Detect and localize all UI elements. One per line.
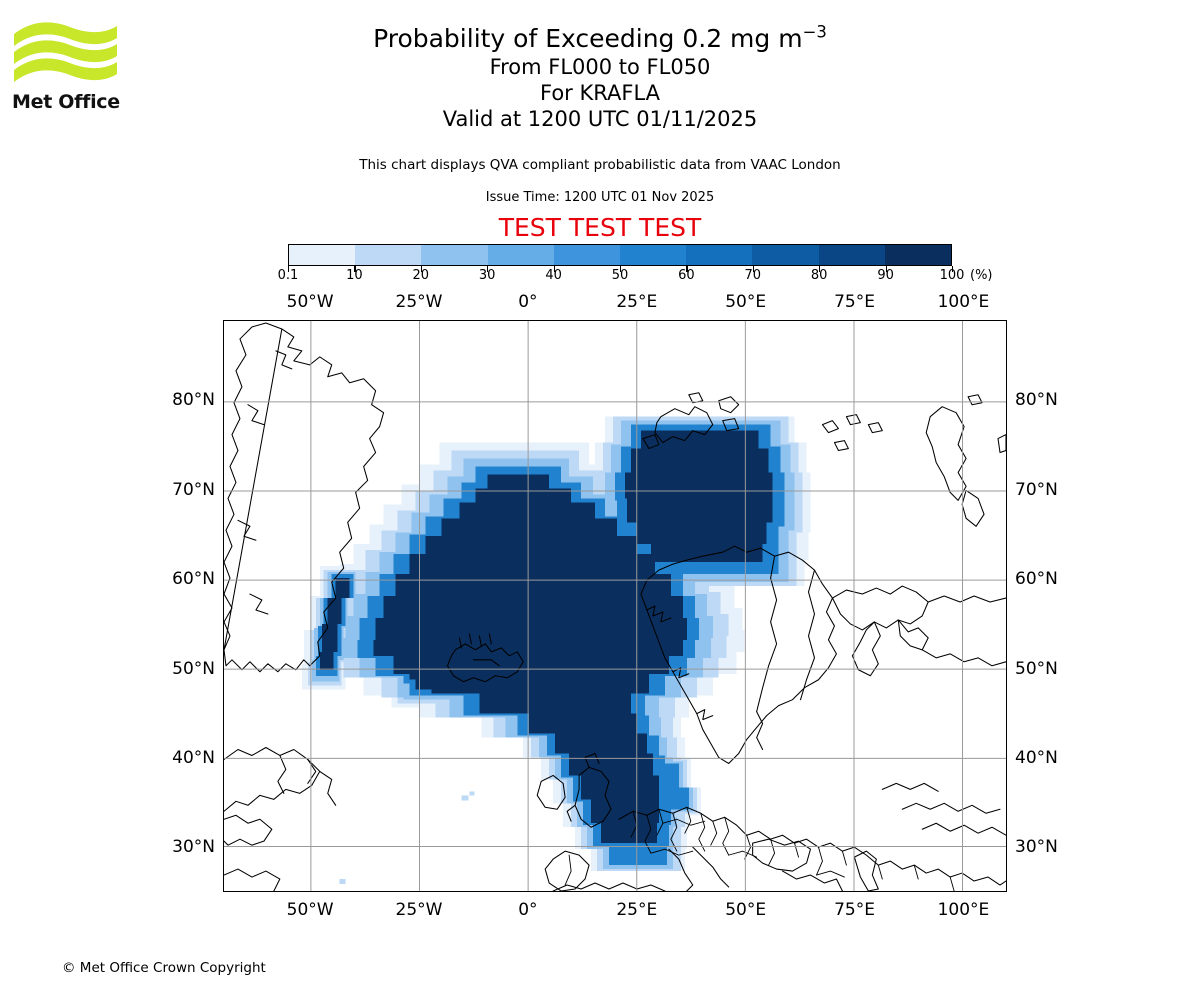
latitude-label-right: 30°N xyxy=(1015,837,1058,858)
colorbar-tick xyxy=(620,266,622,272)
colorbar-tick xyxy=(420,266,423,272)
volcano-name: For KRAFLA xyxy=(540,81,660,105)
longitude-label-bottom: 75°E xyxy=(834,900,875,920)
longitude-label-top: 75°E xyxy=(834,292,875,312)
colorbar-tick xyxy=(819,266,821,272)
test-banner: TEST TEST TEST xyxy=(498,213,702,242)
met-office-logo: Met Office xyxy=(12,18,122,118)
longitude-label-bottom: 25°E xyxy=(616,900,658,920)
colorbar-tick xyxy=(288,266,290,272)
longitude-label-top: 50°E xyxy=(725,292,767,312)
latitude-label-left: 40°N xyxy=(172,747,215,768)
longitude-label-top: 25°E xyxy=(616,292,658,312)
latitude-label-right: 40°N xyxy=(1015,747,1058,768)
colorbar-swatch-6 xyxy=(686,245,753,265)
longitude-label-bottom: 0° xyxy=(518,900,538,920)
colorbar-unit-label: (%) xyxy=(970,268,993,283)
met-office-wave-mark xyxy=(14,22,117,82)
longitude-label-bottom: 50°E xyxy=(725,900,767,920)
colorbar-swatch-2 xyxy=(421,245,488,265)
colorbar-swatch-7 xyxy=(752,245,819,265)
colorbar-tick-label: 70 xyxy=(744,268,762,283)
longitude-label-top: 0° xyxy=(518,292,538,312)
colorbar-tick-label: 30 xyxy=(478,268,496,283)
latitude-label-right: 50°N xyxy=(1015,658,1058,679)
colorbar-swatch-5 xyxy=(620,245,687,265)
latitude-label-right: 60°N xyxy=(1015,569,1058,590)
latitude-label-left: 50°N xyxy=(172,658,215,679)
chart-title-block: Probability of Exceeding 0.2 mg m−3 From… xyxy=(0,24,1200,132)
colorbar-ticks xyxy=(288,266,954,272)
colorbar-tick xyxy=(354,266,356,272)
colorbar-tick-label: 90 xyxy=(877,268,894,283)
page-title-exponent: −3 xyxy=(802,22,827,42)
colorbar-tick-labels: 0.1 10 20 30 40 50 60 70 80 90 100 xyxy=(0,268,1200,286)
page-title: Probability of Exceeding 0.2 mg m−3 xyxy=(0,24,1200,54)
colorbar-tick xyxy=(553,266,555,272)
map-plot-area[interactable] xyxy=(223,320,1007,892)
copyright-notice: © Met Office Crown Copyright xyxy=(62,960,266,976)
latitude-label-left: 60°N xyxy=(172,569,215,590)
colorbar-tick-label: 10 xyxy=(346,268,363,283)
page-title-text: Probability of Exceeding 0.2 mg m xyxy=(373,24,803,53)
colorbar-swatch-3 xyxy=(487,245,554,265)
met-office-wordmark: Met Office xyxy=(12,91,120,113)
coastline-overlay xyxy=(224,322,1006,891)
colorbar-swatches xyxy=(288,244,952,266)
probability-colorbar xyxy=(288,244,954,272)
valid-time: Valid at 1200 UTC 01/11/2025 xyxy=(442,107,758,131)
latitude-label-right: 80°N xyxy=(1015,390,1058,411)
longitude-label-top: 25°W xyxy=(395,292,443,312)
longitude-label-top: 100°E xyxy=(937,292,990,312)
latitude-label-left: 70°N xyxy=(172,479,215,500)
latitude-label-right: 70°N xyxy=(1015,479,1058,500)
latitude-label-left: 80°N xyxy=(172,390,215,411)
map-canvas xyxy=(224,321,1006,891)
ash-probability-field xyxy=(301,416,811,885)
colorbar-swatch-1 xyxy=(355,245,422,265)
colorbar-swatch-8 xyxy=(818,245,885,265)
colorbar-tick xyxy=(686,266,688,272)
colorbar-swatch-9 xyxy=(884,245,952,265)
colorbar-tick xyxy=(885,266,887,272)
colorbar-tick-label: 100 xyxy=(939,268,965,283)
longitude-label-bottom: 100°E xyxy=(937,900,990,920)
colorbar-tick-label: 0.1 xyxy=(277,268,299,283)
longitude-label-bottom: 25°W xyxy=(395,900,443,920)
qva-note: This chart displays QVA compliant probab… xyxy=(359,157,841,173)
colorbar-tick xyxy=(752,266,755,272)
latitude-label-left: 30°N xyxy=(172,837,215,858)
colorbar-tick-label: 40 xyxy=(545,268,562,283)
colorbar-tick-label: 20 xyxy=(412,268,430,283)
colorbar-tick-label: 80 xyxy=(810,268,828,283)
map-graticule xyxy=(224,321,1006,891)
issue-time: Issue Time: 1200 UTC 01 Nov 2025 xyxy=(485,190,715,205)
longitude-label-top: 50°W xyxy=(286,292,334,312)
colorbar-swatch-0 xyxy=(289,245,356,265)
colorbar-tick xyxy=(487,266,489,272)
colorbar-tick xyxy=(952,266,954,272)
colorbar-swatch-4 xyxy=(553,245,621,265)
colorbar-tick-label: 60 xyxy=(678,268,695,283)
longitude-label-bottom: 50°W xyxy=(286,900,334,920)
flight-level-range: From FL000 to FL050 xyxy=(489,55,711,79)
colorbar-tick-label: 50 xyxy=(611,268,629,283)
